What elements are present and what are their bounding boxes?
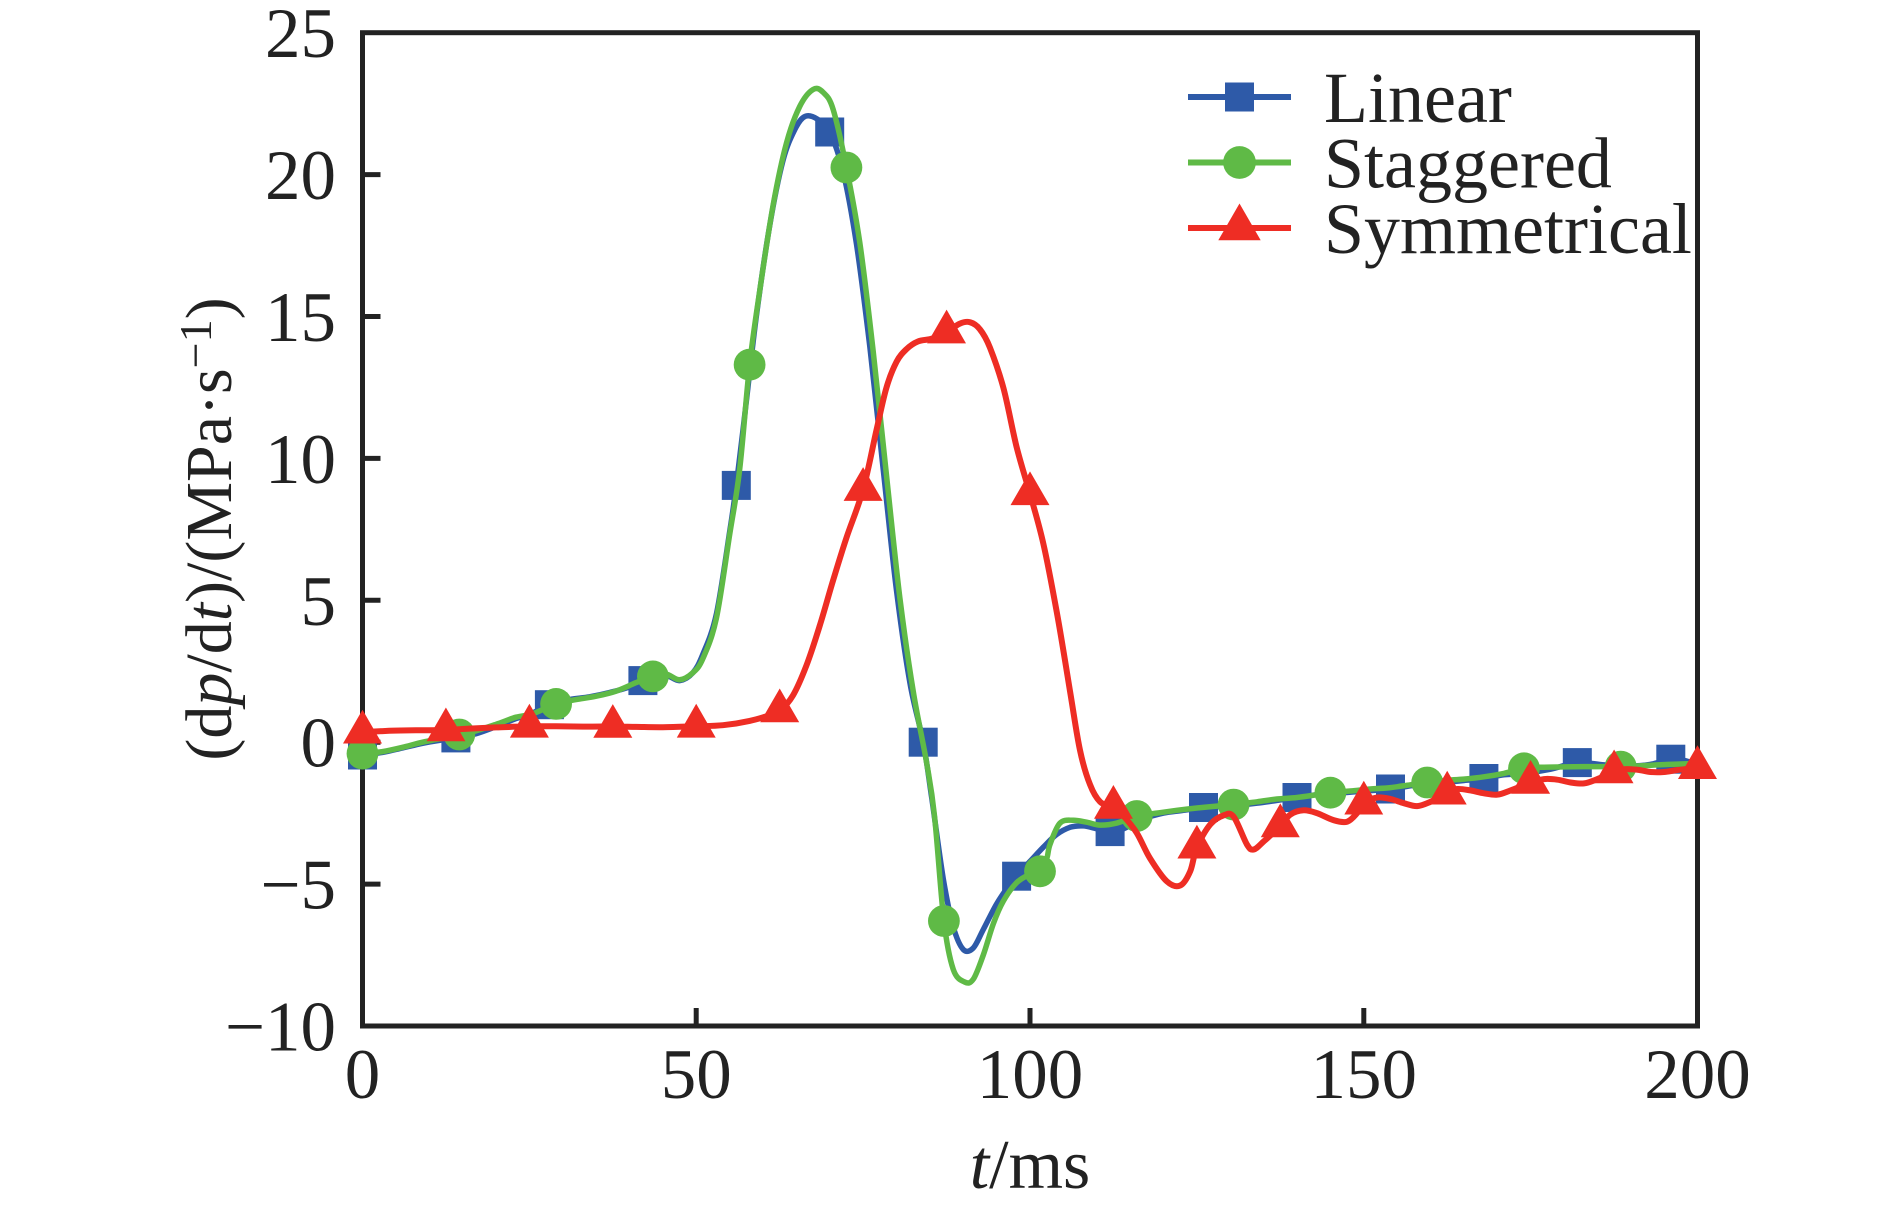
svg-text:20: 20 xyxy=(265,137,336,215)
svg-text:Staggered: Staggered xyxy=(1324,123,1612,203)
svg-text:100: 100 xyxy=(977,1036,1084,1114)
svg-text:(dp/dt)/(MPa·s−1): (dp/dt)/(MPa·s−1) xyxy=(170,297,246,760)
svg-text:0: 0 xyxy=(301,705,337,783)
svg-text:t/ms: t/ms xyxy=(970,1127,1091,1204)
svg-text:5: 5 xyxy=(301,563,337,641)
svg-text:25: 25 xyxy=(265,0,336,73)
svg-text:50: 50 xyxy=(661,1036,732,1114)
svg-text:15: 15 xyxy=(265,279,336,357)
svg-text:−10: −10 xyxy=(225,988,336,1066)
svg-text:200: 200 xyxy=(1644,1036,1751,1114)
svg-text:Symmetrical: Symmetrical xyxy=(1324,189,1692,269)
svg-text:Linear: Linear xyxy=(1324,58,1512,138)
svg-text:150: 150 xyxy=(1311,1036,1418,1114)
svg-text:10: 10 xyxy=(265,421,336,499)
svg-text:−5: −5 xyxy=(260,847,336,925)
svg-text:0: 0 xyxy=(345,1036,381,1114)
